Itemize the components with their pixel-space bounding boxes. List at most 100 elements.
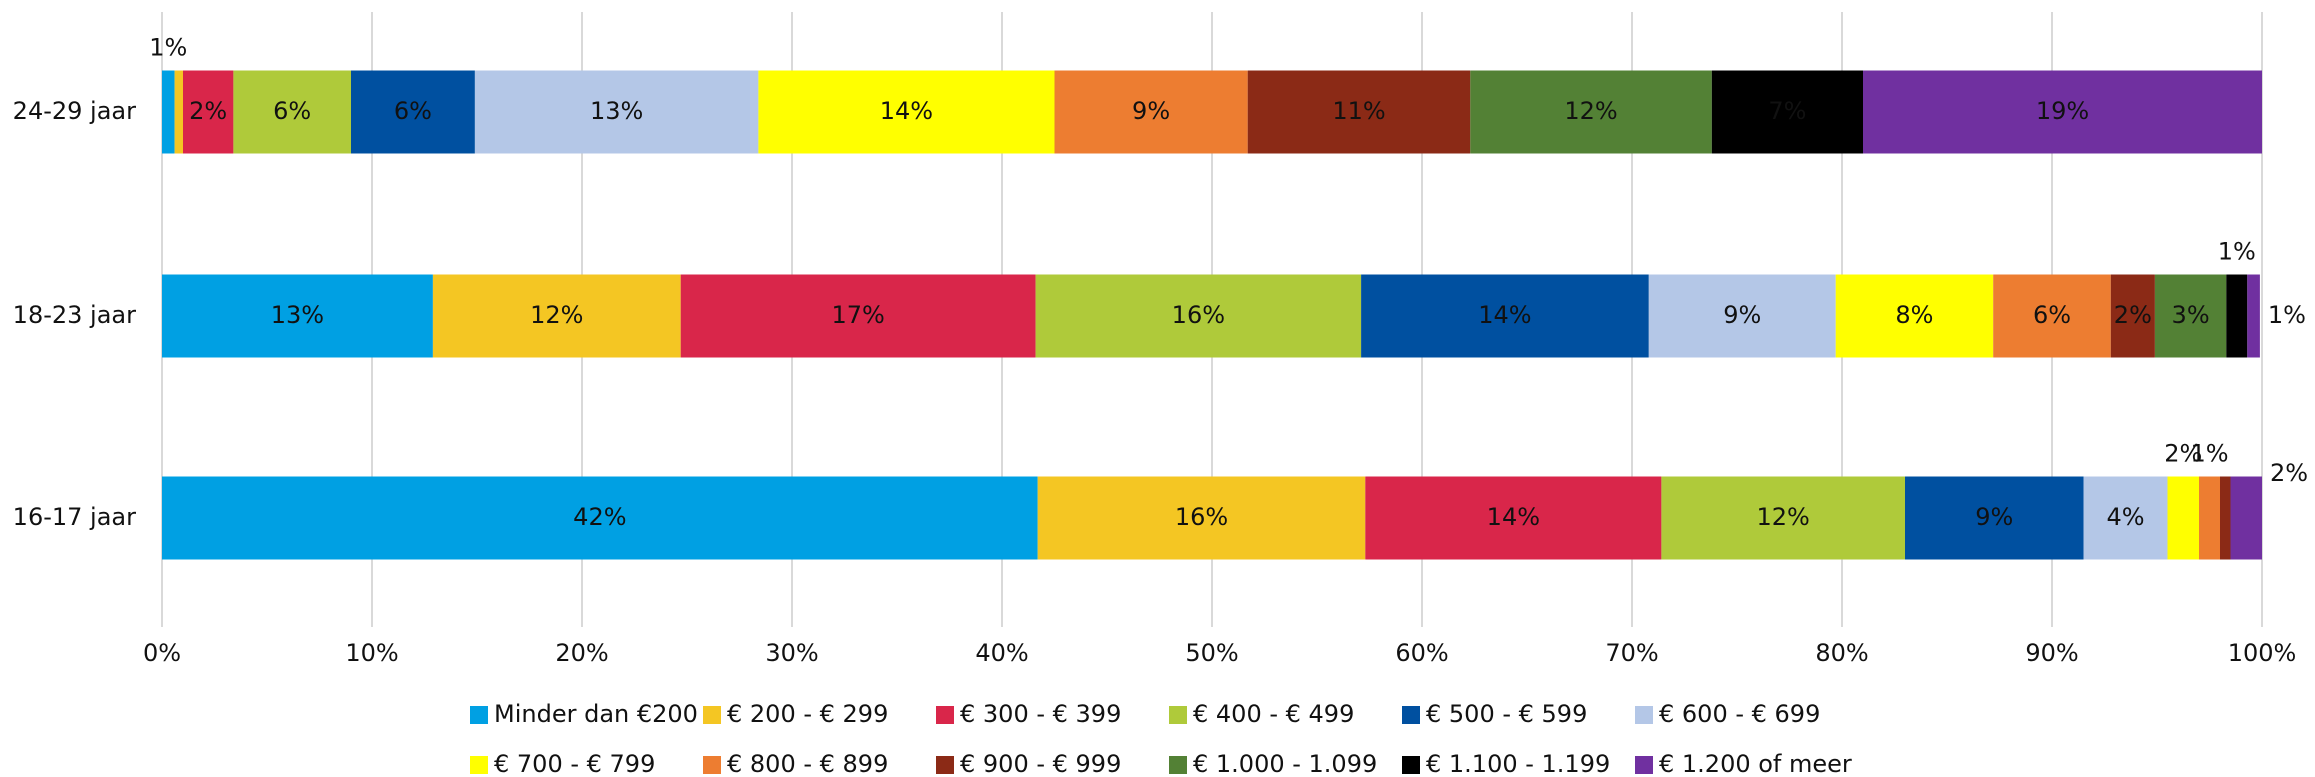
bar-segment [1648, 274, 1836, 358]
data-label: 19% [2036, 97, 2089, 125]
x-tick-label: 20% [555, 639, 608, 667]
bar-segment [1661, 476, 1905, 560]
y-tick-label: 16-17 jaar [13, 503, 136, 531]
bar-segment [351, 70, 475, 154]
legend-label: € 1.200 of meer [1659, 750, 1852, 777]
bar-segment [2199, 476, 2220, 560]
bar-segment [1835, 274, 1994, 358]
bar-segment [474, 70, 759, 154]
data-label: 12% [530, 301, 583, 329]
data-label: 9% [1132, 97, 1170, 125]
data-label: 9% [1975, 503, 2013, 531]
data-label: 7% [1768, 97, 1806, 125]
y-tick-label: 18-23 jaar [13, 301, 136, 329]
legend-swatch [1402, 756, 1420, 774]
data-label: 2% [2114, 301, 2152, 329]
bar-segment [2247, 274, 2260, 358]
bar-segment [1365, 476, 1662, 560]
data-label: 2% [2270, 459, 2308, 487]
data-label: 12% [1564, 97, 1617, 125]
bar-segment [233, 70, 351, 154]
y-tick-label: 24-29 jaar [13, 97, 136, 125]
bar-segment [680, 274, 1036, 358]
data-label: 1% [2218, 238, 2256, 266]
legend-swatch [936, 706, 954, 724]
bar-segment [1247, 70, 1471, 154]
data-label: 13% [590, 97, 643, 125]
x-tick-label: 90% [2025, 639, 2078, 667]
data-label: 9% [1723, 301, 1761, 329]
legend-label: Minder dan €200 [494, 700, 698, 728]
bar-segment [183, 70, 234, 154]
legend-label: € 400 - € 499 [1193, 700, 1354, 728]
bar-segment [2110, 274, 2155, 358]
legend-label: € 1.000 - 1.099 [1193, 750, 1377, 777]
data-label: 12% [1757, 503, 1810, 531]
bar-segment [162, 70, 175, 154]
bar-segment [1035, 274, 1362, 358]
legend-label: € 600 - € 699 [1659, 700, 1820, 728]
bar-segment [758, 70, 1055, 154]
legend-swatch [1169, 756, 1187, 774]
data-label: 42% [573, 503, 626, 531]
data-label: 11% [1332, 97, 1385, 125]
bar-segment [432, 274, 681, 358]
data-label: 14% [880, 97, 933, 125]
x-tick-label: 50% [1185, 639, 1238, 667]
data-label: 6% [2033, 301, 2071, 329]
data-label: 3% [2172, 301, 2210, 329]
legend-label: € 900 - € 999 [960, 750, 1121, 777]
legend-label: € 700 - € 799 [494, 750, 655, 777]
x-tick-label: 10% [345, 639, 398, 667]
data-label: 6% [273, 97, 311, 125]
bar-segment [2167, 476, 2199, 560]
data-label: 14% [1487, 503, 1540, 531]
legend-swatch [1169, 706, 1187, 724]
data-label: 2% [2164, 440, 2202, 468]
legend-swatch [1402, 706, 1420, 724]
data-label: 8% [1895, 301, 1933, 329]
data-label: 16% [1175, 503, 1228, 531]
bar-segment [1037, 476, 1366, 560]
legend-label: € 1.100 - 1.199 [1426, 750, 1610, 777]
bar-segment [162, 274, 433, 358]
legend-label: € 300 - € 399 [960, 700, 1121, 728]
legend-swatch [1635, 756, 1653, 774]
bar-segment [2154, 274, 2227, 358]
legend-swatch [703, 706, 721, 724]
bar-segment [1470, 70, 1712, 154]
legend-label: € 800 - € 899 [727, 750, 888, 777]
x-tick-label: 40% [975, 639, 1028, 667]
bar-segment [2230, 476, 2262, 560]
x-tick-label: 30% [765, 639, 818, 667]
x-tick-label: 0% [143, 639, 181, 667]
data-label: 4% [2106, 503, 2144, 531]
bar-segment [1993, 274, 2111, 358]
data-label: 1% [149, 34, 187, 62]
bar-segment [1711, 70, 1863, 154]
legend-swatch [470, 706, 488, 724]
data-label: 14% [1478, 301, 1531, 329]
data-label: 1% [2190, 440, 2228, 468]
data-label: 2% [189, 97, 227, 125]
bar-segment [1054, 70, 1248, 154]
data-label: 6% [394, 97, 432, 125]
legend-label: € 200 - € 299 [727, 700, 888, 728]
legend-swatch [1635, 706, 1653, 724]
data-label: 1% [2268, 301, 2306, 329]
bar-segment [1863, 70, 2262, 154]
bar-segment [1361, 274, 1649, 358]
data-label: 13% [271, 301, 324, 329]
x-tick-label: 70% [1605, 639, 1658, 667]
legend-swatch [703, 756, 721, 774]
x-tick-label: 60% [1395, 639, 1448, 667]
bar-segment [174, 70, 183, 154]
legend-label: € 500 - € 599 [1426, 700, 1587, 728]
bar-segment [2083, 476, 2168, 560]
bar-segment [2226, 274, 2248, 358]
bar-segment [1905, 476, 2084, 560]
data-label: 17% [831, 301, 884, 329]
legend-swatch [936, 756, 954, 774]
x-tick-label: 80% [1815, 639, 1868, 667]
